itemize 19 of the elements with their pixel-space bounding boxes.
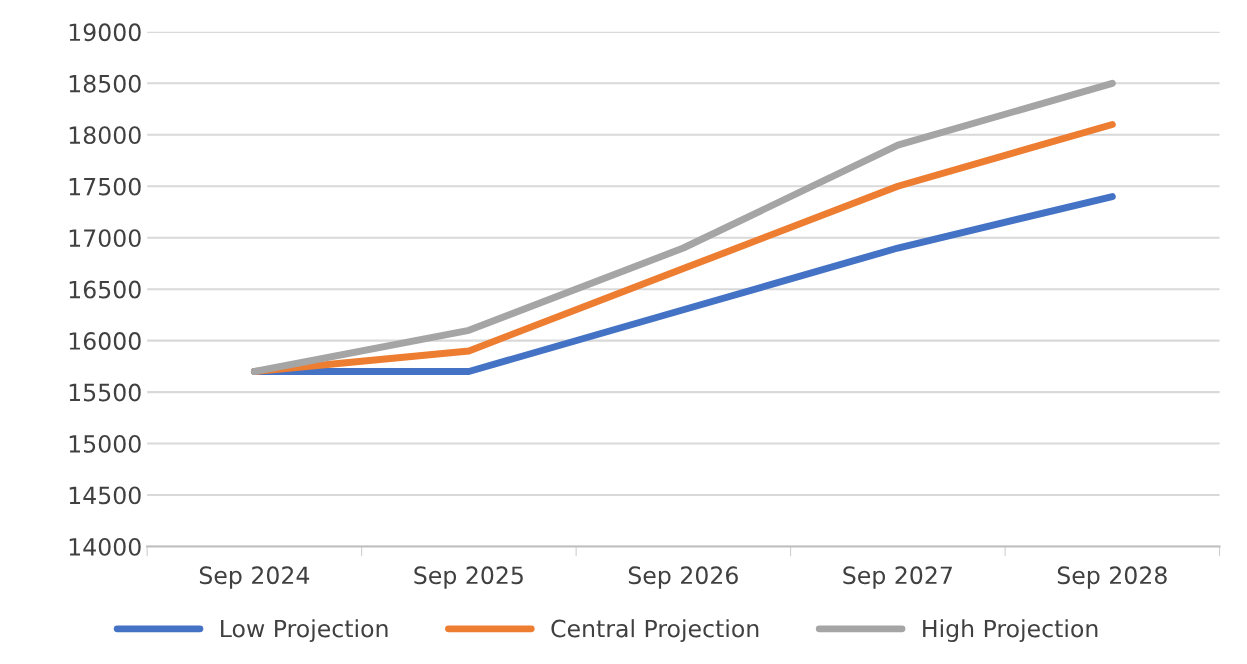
y-tick-label: 17000 [69,229,141,248]
y-tick-label: 16500 [69,280,141,299]
y-tick-label: 19000 [69,23,141,42]
y-tick-label: 18500 [69,74,141,93]
y-tick-label: 14500 [69,486,141,505]
y-tick-label: 15000 [69,435,141,453]
y-tick-label: 16000 [69,332,141,350]
legend-label: Low Projection [221,619,388,643]
y-tick-label: 17500 [69,177,141,196]
x-tick-label: Sep 2027 [843,566,952,589]
x-tick-label: Sep 2026 [628,566,738,589]
legend-label: High Projection [923,619,1098,643]
y-tick-label: 15500 [69,383,141,402]
x-tick-label: Sep 2028 [1057,566,1167,589]
legend-label: Central Projection [551,619,759,643]
x-tick-label: Sep 2024 [199,566,310,589]
y-tick-label: 14000 [69,537,141,556]
x-tick-label: Sep 2025 [414,566,523,589]
y-tick-label: 18000 [69,126,141,145]
